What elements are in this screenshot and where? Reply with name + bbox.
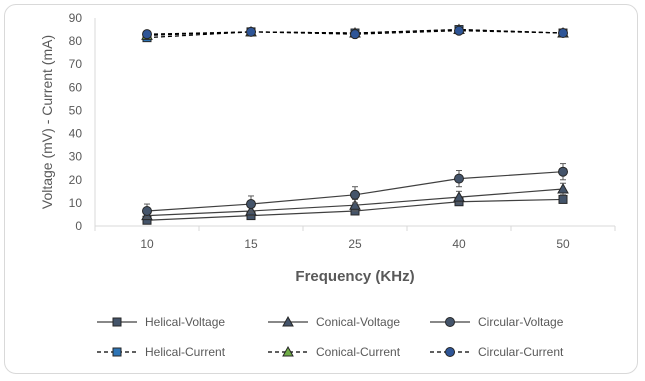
chart-card [4,4,638,374]
x-axis-title: Frequency (KHz) [295,268,414,285]
x-tick-labels: 10 15 25 40 50 [94,226,616,251]
series-line [146,28,564,36]
series-circular-voltage [142,163,568,219]
legend-item: Helical-Voltage [97,315,225,329]
legend-swatch-marker [112,347,122,357]
legend-label: Circular-Current [478,345,564,359]
data-point [142,205,152,216]
legend-label: Conical-Voltage [316,315,400,329]
series-conical-voltage [141,182,569,221]
x-tick-label: 15 [244,237,258,251]
y-tick-label: 60 [69,80,83,94]
data-point [454,173,464,184]
y-tick-label: 0 [75,219,82,233]
data-point [558,28,568,39]
data-point [558,194,568,204]
legend-item: Circular-Current [430,345,564,359]
legend-swatch-marker [445,347,455,357]
x-tick-label: 10 [140,237,154,251]
y-axis-title: Voltage (mV) - Current (mA) [39,35,55,209]
data-point [246,26,256,37]
y-tick-label: 70 [69,57,83,71]
plot-area [141,23,569,225]
legend-swatch-marker [282,345,294,357]
legend-swatch-marker [112,317,122,327]
legend: Helical-Voltage Conical-Voltage Circular-V… [97,315,564,359]
y-tick-label: 80 [69,34,83,48]
data-point [246,199,256,210]
x-tick-label: 40 [452,237,466,251]
y-tick-labels: 0 10 20 30 40 50 60 70 80 90 [69,11,83,233]
data-point [349,199,361,210]
legend-label: Conical-Current [316,345,401,359]
y-tick-label: 10 [69,196,83,210]
legend-label: Helical-Voltage [145,315,225,329]
legend-label: Helical-Current [145,345,226,359]
series-circular-current [142,25,568,40]
y-tick-label: 50 [69,103,83,117]
y-tick-label: 90 [69,11,83,25]
legend-item: Conical-Current [268,345,401,359]
legend-item: Circular-Voltage [430,315,564,329]
y-tick-label: 30 [69,150,83,164]
legend-item: Helical-Current [97,345,226,359]
legend-label: Circular-Voltage [478,315,564,329]
legend-item: Conical-Voltage [268,315,400,329]
data-point [557,182,569,194]
data-point [142,29,152,40]
y-tick-label: 20 [69,173,83,187]
legend-swatch-marker [282,315,294,327]
axes: 0 10 20 30 40 50 60 70 80 90 10 15 25 40 50 [69,11,616,251]
data-point [350,29,360,40]
data-point [453,191,465,202]
x-tick-label: 25 [348,237,362,251]
data-point [350,189,360,200]
data-point [454,25,464,36]
x-tick-label: 50 [556,237,570,251]
data-point [558,166,568,177]
legend-swatch-marker [445,317,455,327]
y-tick-label: 40 [69,127,83,141]
series-line [146,30,564,35]
